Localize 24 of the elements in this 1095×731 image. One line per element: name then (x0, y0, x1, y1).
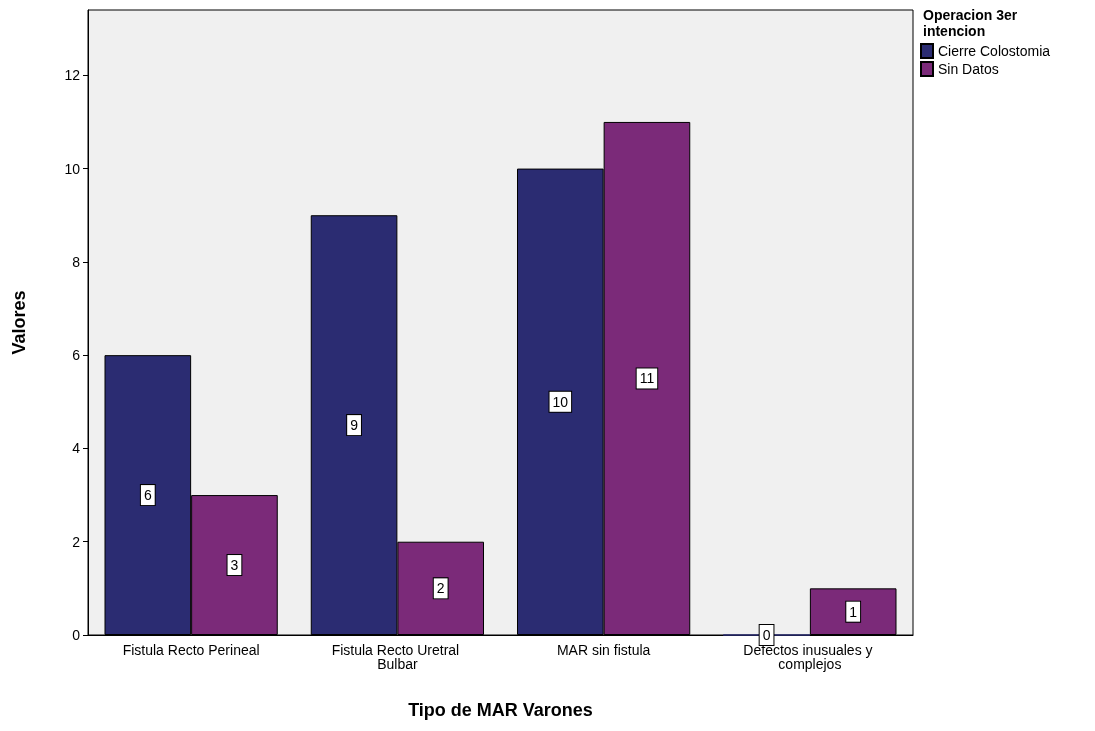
y-tick-label: 6 (72, 347, 81, 364)
data-label: 3 (230, 557, 239, 574)
legend-label: Sin Datos (938, 61, 999, 77)
data-label: 9 (350, 417, 359, 434)
data-label: 0 (762, 627, 771, 643)
y-tick-label: 2 (72, 533, 81, 550)
x-axis-title: Tipo de MAR Varones (408, 700, 593, 720)
data-label: 1 (849, 603, 858, 620)
data-label: 11 (639, 370, 655, 387)
y-tick-label: 0 (72, 627, 81, 643)
x-tick-label: Defectos inusuales y complejos (743, 642, 877, 672)
data-label: 10 (552, 393, 569, 410)
y-axis-title: Valores (9, 290, 29, 355)
y-tick-label: 10 (64, 160, 81, 177)
x-tick-label: Fistula Recto Uretral Bulbar (331, 642, 464, 672)
x-tick-label: Fistula Recto Perineal (122, 642, 260, 658)
y-tick-label: 8 (72, 253, 81, 270)
legend-title: Operacion 3er intencion (923, 7, 1022, 39)
y-tick-label: 12 (64, 67, 81, 84)
x-tick-label: MAR sin fistula (556, 642, 651, 658)
legend-label: Cierre Colostomia (938, 43, 1051, 59)
data-label: 6 (143, 487, 152, 504)
data-label: 2 (436, 580, 445, 597)
y-tick-label: 4 (72, 440, 81, 457)
